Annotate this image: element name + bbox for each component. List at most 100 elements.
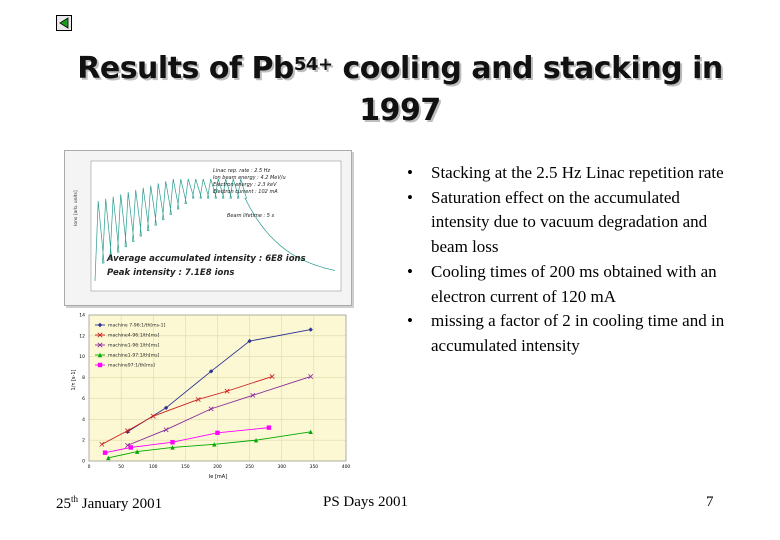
data-point — [125, 428, 131, 434]
cooling-chart-svg: 0 2 4 6 8 10 12 14 0 50 100 150 200 250 300 350 400 mach… — [71, 313, 351, 481]
plot-frame — [88, 314, 347, 462]
info-line: Electron current : 102 mA — [213, 189, 278, 195]
data-point — [208, 406, 214, 412]
data-point — [128, 445, 133, 450]
data-point — [97, 362, 103, 368]
y-tick-label: 4 — [82, 417, 85, 423]
data-point — [163, 405, 169, 411]
data-point — [215, 430, 220, 436]
slide-title: Results of Pb54+ cooling and stacking in… — [60, 48, 740, 132]
data-point — [269, 374, 275, 380]
x-tick-label: 100 — [149, 464, 158, 470]
stacking-figure: Ions [arb. units] Linac rep. rate : 2.5 … — [64, 150, 352, 306]
x-tick-label: 250 — [245, 464, 254, 470]
data-point — [208, 369, 214, 374]
back-triangle-icon — [59, 17, 69, 29]
data-point — [212, 442, 217, 447]
series-3 — [125, 374, 314, 448]
data-point — [250, 392, 256, 398]
x-tick-label: 200 — [213, 464, 222, 470]
legend-item: machine1-96:1/th[ms] — [95, 342, 160, 349]
sawtooth-line — [94, 178, 336, 282]
x-axis-label: Ie [mA] — [209, 474, 227, 480]
y-tick-label: 12 — [79, 333, 85, 339]
x-tick-label: 50 — [118, 464, 124, 470]
x-tick-label: 350 — [310, 464, 319, 470]
x-tick-label: 300 — [277, 464, 286, 470]
series-5 — [102, 425, 272, 455]
legend-label: machine1-96:1/th[ms] — [108, 343, 160, 349]
legend-item: machine4-96:1/th[ms] — [95, 332, 160, 339]
title-line2: 1997 — [359, 93, 441, 128]
info-line: Electron energy : 2.3 keV — [213, 182, 277, 188]
series-4 — [106, 429, 313, 461]
data-point — [308, 429, 313, 434]
series-2 — [99, 374, 275, 447]
data-point — [97, 322, 103, 328]
y-tick-label: 10 — [79, 354, 85, 360]
stacking-y-label: Ions [arb. units] — [73, 190, 79, 226]
data-point — [97, 342, 103, 348]
footer-date-suffix: th — [71, 494, 79, 504]
data-point — [224, 388, 230, 394]
data-point — [97, 352, 103, 358]
legend-item: machine97:1/th[ms] — [95, 363, 155, 369]
title-superscript: 54+ — [293, 54, 333, 75]
title-suffix: cooling and stacking in — [332, 51, 723, 86]
y-tick-label: 2 — [82, 438, 85, 444]
data-point — [102, 450, 108, 455]
series-line — [101, 376, 273, 445]
x-tick-label: 150 — [181, 464, 190, 470]
series-line — [108, 431, 311, 459]
legend-label: machine1-97:1/th[ms] — [108, 353, 160, 359]
info-line: Ion beam energy : 4.2 MeV/u — [213, 175, 286, 181]
footer-date-rest: January 2001 — [78, 496, 163, 512]
bullet-list: Stacking at the 2.5 Hz Linac repetition … — [407, 161, 727, 359]
footer-date: 25th January 2001 — [56, 494, 162, 513]
x-tick-label: 400 — [342, 464, 351, 470]
data-point — [97, 332, 103, 338]
data-point — [134, 449, 140, 454]
cooling-chart: 0 2 4 6 8 10 12 14 0 50 100 150 200 250 300 350 400 mach… — [60, 310, 356, 481]
y-tick-label: 6 — [82, 396, 85, 402]
bullet-item: Cooling times of 200 ms obtained with an… — [407, 260, 727, 309]
info-line: Linac rep. rate : 2.5 Hz — [213, 168, 271, 174]
data-point — [170, 445, 175, 450]
bullet-item: missing a factor of 2 in cooling time an… — [407, 309, 727, 358]
y-tick-label: 0 — [82, 459, 85, 465]
data-point — [163, 427, 169, 433]
stacking-plot: Ions [arb. units] Linac rep. rate : 2.5 … — [73, 160, 342, 292]
stacking-curve — [94, 178, 336, 282]
y-tick-label: 8 — [82, 375, 85, 381]
bullet-item: Stacking at the 2.5 Hz Linac repetition … — [407, 161, 727, 186]
data-point — [150, 413, 156, 419]
page-number: 7 — [706, 494, 714, 510]
footer-date-day: 25 — [56, 496, 71, 512]
legend-item: machine1-97:1/th[ms] — [95, 353, 160, 359]
data-point — [308, 374, 314, 380]
x-tick-label: 0 — [88, 464, 91, 470]
legend-label: machine4-96:1/th[ms] — [108, 333, 160, 339]
data-point — [170, 440, 175, 445]
average-intensity-label: Average accumulated intensity : 6E8 ions — [106, 254, 306, 264]
lifetime-label: Beam lifetime : 5 s — [227, 213, 275, 219]
data-point — [99, 441, 105, 447]
data-point — [308, 327, 313, 332]
y-tick-label: 14 — [79, 313, 85, 319]
stacking-plot-area — [90, 160, 342, 292]
data-point — [195, 396, 201, 402]
legend-label: machine97:1/th[ms] — [108, 363, 155, 369]
legend-label: machine 7-96:1/th[ms-1] — [108, 323, 166, 329]
data-point — [247, 338, 252, 344]
data-point — [253, 437, 259, 443]
back-nav-button[interactable] — [56, 15, 72, 31]
data-point — [106, 455, 111, 461]
data-point — [125, 429, 130, 434]
bullet-item: Saturation effect on the accumulated int… — [407, 186, 727, 260]
data-point — [266, 425, 272, 430]
y-axis-label: 1/τ [s-1] — [71, 369, 77, 390]
footer-center: PS Days 2001 — [323, 494, 409, 510]
peak-intensity-label: Peak intensity : 7.1E8 ions — [107, 268, 234, 278]
legend-item: machine 7-96:1/th[ms-1] — [95, 323, 166, 329]
title-prefix: Results of Pb — [77, 51, 294, 86]
